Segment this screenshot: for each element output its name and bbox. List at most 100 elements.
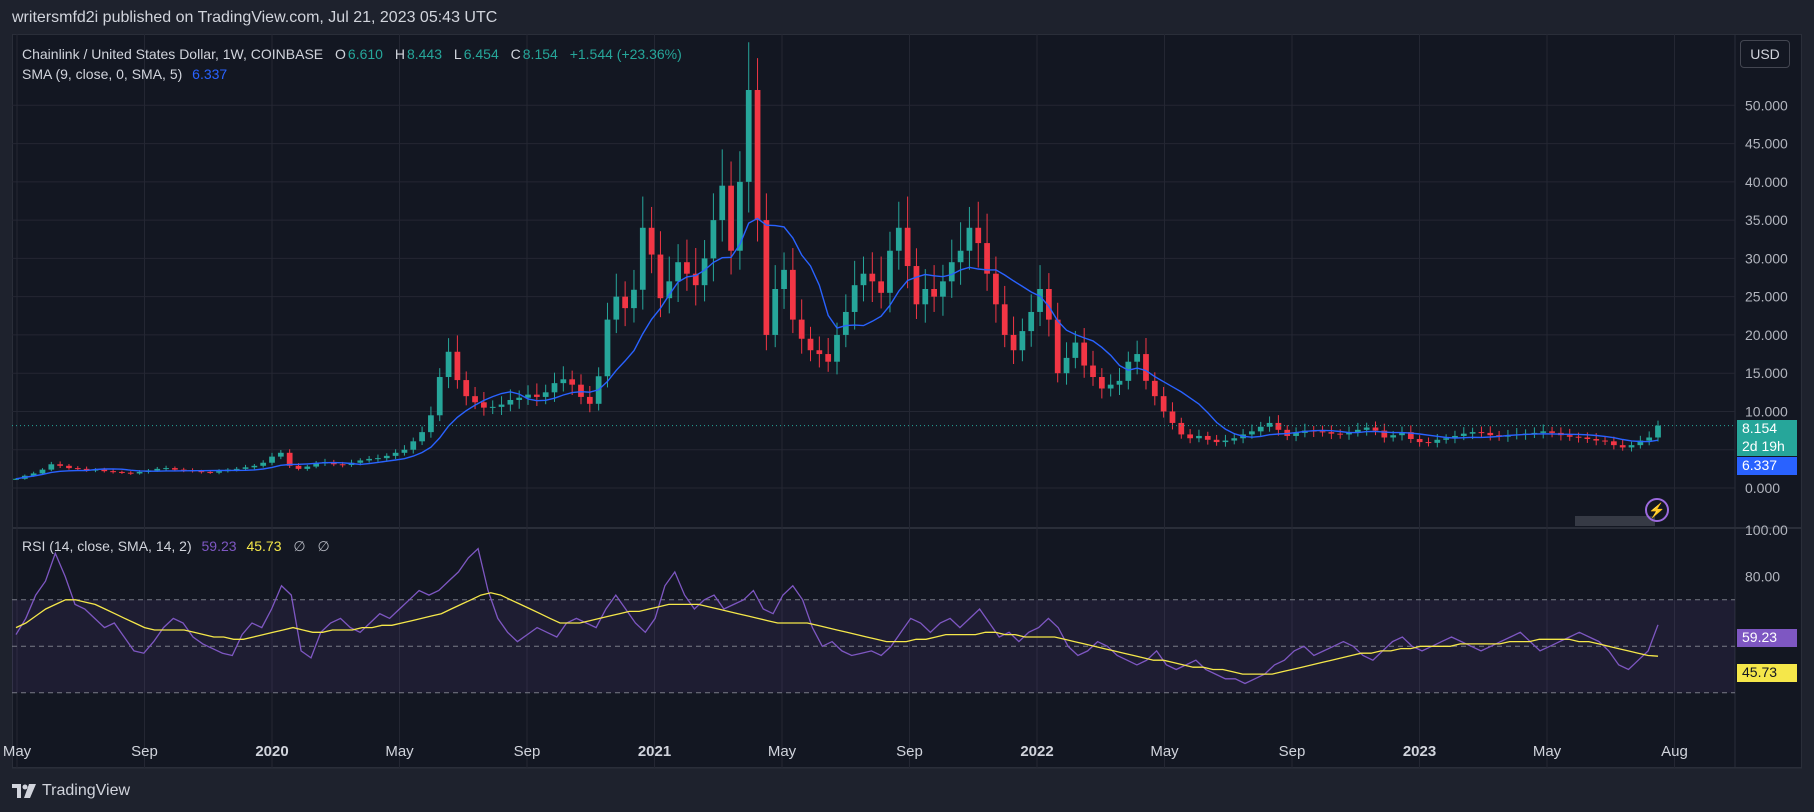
- price-tick-label: 40.000: [1745, 174, 1788, 190]
- candle-body: [163, 468, 169, 470]
- rsi-tick-label: 100.00: [1745, 522, 1788, 538]
- tradingview-brand[interactable]: TradingView: [12, 782, 130, 800]
- candle-body: [1231, 438, 1238, 441]
- candle-body: [1293, 432, 1299, 436]
- candle-body: [798, 319, 805, 339]
- candle-body: [489, 406, 496, 408]
- candle-body: [1081, 342, 1088, 366]
- candle-body: [463, 380, 470, 397]
- sma-legend[interactable]: SMA (9, close, 0, SMA, 5) 6.337: [22, 66, 227, 82]
- candle-body: [622, 296, 628, 309]
- tradingview-logo-icon: [12, 784, 36, 798]
- candle-body: [1204, 435, 1211, 440]
- candle-body: [1134, 354, 1141, 362]
- candle-body: [842, 311, 849, 335]
- symbol-legend[interactable]: Chainlink / United States Dollar, 1W, CO…: [22, 46, 684, 62]
- candle-body: [1010, 334, 1017, 351]
- time-tick-label: 2020: [255, 743, 288, 760]
- candle-body: [940, 281, 946, 297]
- candle-body: [313, 463, 320, 467]
- lightning-icon[interactable]: ⚡: [1645, 498, 1669, 522]
- candle-body: [1125, 361, 1132, 381]
- candle-body: [648, 227, 655, 255]
- candle-body: [1275, 422, 1282, 430]
- candle-body: [1072, 342, 1079, 358]
- candle-body: [1593, 439, 1600, 441]
- candle-body: [516, 397, 523, 400]
- candle-body: [1602, 440, 1608, 442]
- candle-body: [1566, 435, 1573, 437]
- time-tick-label: Sep: [131, 743, 158, 760]
- candle-body: [913, 266, 920, 305]
- chart-frame[interactable]: [12, 34, 1802, 768]
- candle-body: [701, 258, 708, 286]
- candle-body: [1187, 434, 1193, 439]
- rsi-legend[interactable]: RSI (14, close, SMA, 14, 2) 59.23 45.73 …: [22, 538, 330, 555]
- candle-body: [127, 472, 134, 474]
- candle-body: [1487, 432, 1494, 436]
- null-icon: ∅: [293, 538, 306, 554]
- candle-body: [39, 469, 46, 474]
- candle-body: [295, 465, 302, 469]
- candle-body: [1001, 304, 1008, 335]
- candle-body: [251, 465, 258, 468]
- price-tick-label: 35.000: [1745, 212, 1788, 228]
- candle-body: [825, 354, 832, 362]
- candle-body: [1037, 289, 1043, 312]
- candle-body: [1443, 438, 1449, 440]
- candle-body: [1469, 432, 1476, 434]
- candle-body: [1372, 427, 1379, 431]
- candle-body: [966, 227, 973, 251]
- time-tick-label: 2022: [1020, 743, 1053, 760]
- candle-body: [233, 468, 240, 470]
- candle-body: [1425, 442, 1432, 444]
- currency-button[interactable]: USD: [1740, 40, 1790, 68]
- candle-body: [507, 399, 514, 405]
- candle-body: [375, 458, 381, 460]
- candle-body: [1478, 432, 1485, 434]
- candle-body: [834, 334, 840, 362]
- candle-body: [30, 473, 37, 476]
- open-value: 6.610: [347, 46, 383, 62]
- candle-body: [1196, 435, 1202, 439]
- candle-body: [66, 465, 72, 469]
- time-tick-label: May: [3, 743, 32, 760]
- candle-body: [1319, 431, 1326, 433]
- candle-body: [1584, 437, 1591, 440]
- candle-body: [569, 379, 576, 385]
- candle-body: [172, 468, 178, 470]
- candle-body: [1610, 441, 1617, 446]
- candle-body: [198, 471, 205, 473]
- candle-body: [339, 464, 346, 466]
- time-tick-label: May: [1533, 743, 1562, 760]
- candle-body: [975, 227, 982, 244]
- candle-body: [1169, 411, 1176, 423]
- price-tick-label: 20.000: [1745, 327, 1788, 343]
- candle-body: [357, 460, 364, 463]
- candle-body: [1452, 435, 1458, 439]
- candle-body: [1213, 439, 1220, 443]
- last-price-tag: 8.154: [1737, 420, 1797, 438]
- change-value: +1.544 (+23.36%): [569, 46, 682, 62]
- candle-body: [1337, 433, 1344, 435]
- candle-body: [1619, 445, 1626, 448]
- symbol-title: Chainlink / United States Dollar, 1W, CO…: [22, 46, 324, 62]
- candle-body: [1460, 433, 1467, 436]
- candle-body: [269, 456, 275, 463]
- candle-body: [904, 227, 911, 267]
- price-tick-label: 30.000: [1745, 250, 1788, 266]
- candle-body: [216, 471, 222, 473]
- candle-body: [1284, 429, 1291, 436]
- candle-body: [1575, 436, 1582, 438]
- candle-body: [366, 458, 372, 461]
- candle-body: [675, 262, 681, 282]
- time-tick-label: May: [385, 743, 414, 760]
- candle-body: [666, 281, 673, 299]
- sma-label: SMA (9, close, 0, SMA, 5): [22, 66, 183, 82]
- candle-body: [993, 273, 999, 305]
- scroll-handle[interactable]: [1575, 516, 1655, 526]
- high-value: 8.443: [406, 46, 443, 62]
- close-value: 8.154: [522, 46, 558, 62]
- candle-body: [1328, 432, 1335, 434]
